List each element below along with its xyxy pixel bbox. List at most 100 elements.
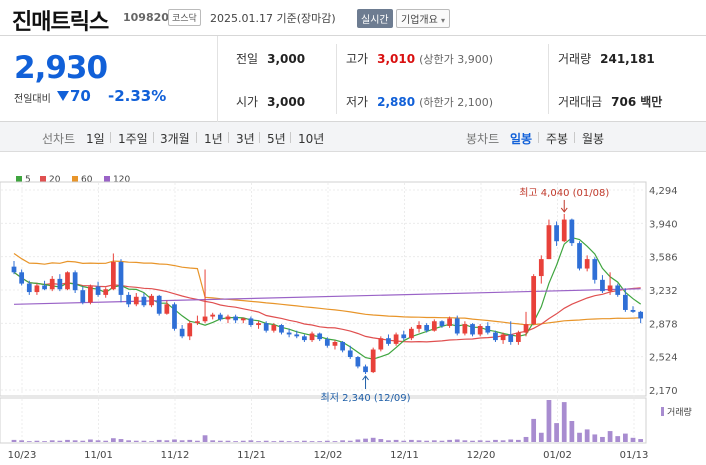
- volume-bar: [149, 441, 154, 442]
- stat-high: 고가 3,010 (상한가 3,900): [346, 52, 493, 66]
- candle-body: [233, 316, 238, 321]
- candle-body: [370, 349, 376, 373]
- candle-body: [386, 338, 391, 344]
- legend-swatch: [72, 176, 78, 182]
- volume-bar: [271, 441, 277, 442]
- candle-body: [179, 328, 185, 337]
- max-annotation: 최고 4,040 (01/08): [519, 187, 609, 199]
- volume-bar: [164, 440, 170, 442]
- legend-ma20: 20: [40, 175, 60, 185]
- candle-body: [546, 225, 552, 260]
- volume-bar: [370, 437, 376, 442]
- period-1d[interactable]: 1일: [86, 132, 105, 146]
- price-change-pct: -2.33%: [108, 87, 167, 105]
- realtime-button[interactable]: 실시간: [357, 9, 393, 28]
- volume-legend-swatch: [661, 407, 664, 416]
- x-tick-label: 12/02: [314, 450, 343, 461]
- candle-body: [42, 285, 47, 290]
- candle-body: [347, 350, 353, 358]
- candle-chart-label: 봉차트: [466, 132, 500, 146]
- stat-low: 저가 2,880 (하한가 2,100): [346, 95, 493, 109]
- volume-bar: [508, 439, 514, 442]
- volume-bar: [416, 440, 422, 442]
- volume-bar: [279, 440, 284, 442]
- company-info-dropdown[interactable]: 기업개요 ▾: [396, 9, 451, 28]
- line-chart-label: 선차트: [42, 132, 76, 146]
- candle-body: [149, 295, 154, 306]
- chevron-down-icon: ▾: [441, 16, 446, 25]
- min-annotation: 최저 2,340 (12/09): [321, 392, 411, 404]
- volume-bar: [561, 402, 567, 442]
- divider: [153, 132, 154, 143]
- volume-bar: [386, 440, 391, 442]
- candle-body: [217, 314, 223, 320]
- x-tick-label: 11/12: [161, 450, 190, 461]
- candle-body: [393, 334, 399, 344]
- current-price-panel: 2,930 전일대비 70 -2.33%: [0, 36, 218, 122]
- candle-body: [225, 316, 231, 320]
- candle-body: [286, 332, 292, 335]
- stat-amount: 거래대금 706 백만: [558, 95, 663, 109]
- volume-bar: [141, 440, 147, 442]
- candle-body: [88, 286, 93, 303]
- volume-bar: [110, 438, 116, 442]
- y-tick-label: 2,170: [649, 386, 678, 397]
- volume-bar: [302, 440, 307, 442]
- ma60-line: [13, 253, 641, 326]
- candle-body: [447, 318, 452, 326]
- period-3y[interactable]: 3년: [236, 132, 255, 146]
- candle-body: [156, 295, 162, 314]
- period-1y[interactable]: 1년: [204, 132, 223, 146]
- candle-body: [638, 311, 644, 319]
- volume-bar: [179, 440, 185, 442]
- x-tick-label: 01/02: [543, 450, 572, 461]
- candle-weekly[interactable]: 주봉: [546, 132, 569, 146]
- volume-bar: [493, 439, 498, 442]
- volume-bar: [431, 440, 437, 442]
- current-price: 2,930: [14, 50, 108, 86]
- period-5y[interactable]: 5년: [267, 132, 286, 146]
- divider: [538, 132, 539, 143]
- candle-body: [538, 259, 544, 277]
- candle-body: [49, 278, 55, 290]
- period-3m[interactable]: 3개월: [160, 132, 190, 146]
- period-1w[interactable]: 1주일: [118, 132, 148, 146]
- candle-body: [164, 304, 170, 314]
- volume-bar: [294, 441, 300, 442]
- divider: [196, 132, 197, 143]
- candle-body: [172, 304, 177, 329]
- candle-body: [271, 325, 277, 331]
- ma20-line: [13, 271, 641, 343]
- period-10y[interactable]: 10년: [298, 132, 325, 146]
- candle-daily[interactable]: 일봉: [510, 132, 533, 146]
- y-tick-label: 2,524: [649, 353, 678, 364]
- candle-body: [263, 323, 269, 331]
- stock-chart[interactable]: 4,294 3,940 3,586 3,232 2,878 2,524 2,170 10/23…: [0, 170, 706, 465]
- candle-body: [531, 276, 537, 325]
- volume-bar: [156, 439, 162, 442]
- candle-body: [378, 338, 384, 350]
- volume-bar: [19, 440, 25, 442]
- stat-prev-close: 전일 3,000: [236, 52, 306, 66]
- candle-body: [118, 261, 124, 295]
- candle-body: [187, 323, 193, 337]
- candle-body: [110, 261, 116, 290]
- candle-body: [126, 294, 132, 305]
- candle-body: [256, 323, 261, 326]
- price-panel-frame: [0, 181, 647, 397]
- divider: [228, 132, 229, 143]
- volume-bar: [126, 440, 132, 442]
- candle-body: [500, 334, 506, 341]
- volume-bar: [88, 439, 93, 442]
- volume-bar: [233, 441, 238, 442]
- volume-bar: [630, 437, 636, 442]
- volume-label: 거래량: [667, 406, 692, 418]
- volume-bar: [538, 432, 544, 442]
- legend-swatch: [40, 176, 46, 182]
- volume-bar: [317, 441, 323, 442]
- ma120-line: [13, 288, 641, 305]
- candle-body: [95, 286, 101, 295]
- candle-body: [279, 325, 284, 333]
- candle-monthly[interactable]: 월봉: [582, 132, 605, 146]
- divider: [548, 44, 549, 114]
